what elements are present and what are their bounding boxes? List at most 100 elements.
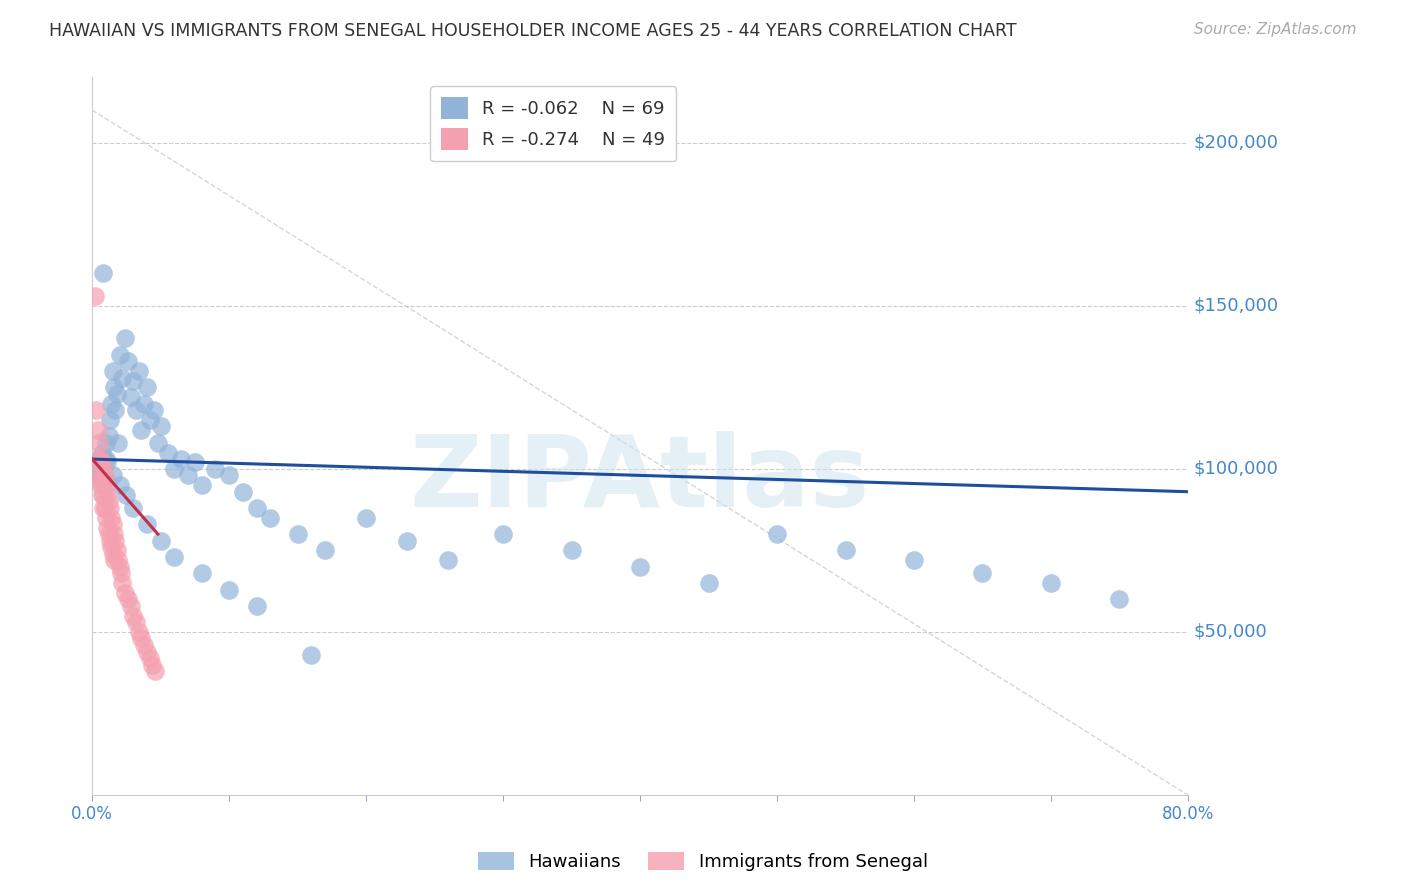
Point <box>110 566 132 581</box>
Point <box>86 423 108 437</box>
Text: Source: ZipAtlas.com: Source: ZipAtlas.com <box>1194 22 1357 37</box>
Point <box>89 472 111 486</box>
Point <box>98 413 121 427</box>
Point <box>94 510 117 524</box>
Point <box>141 657 163 672</box>
Point <box>103 553 125 567</box>
Point <box>111 576 134 591</box>
Point <box>90 445 112 459</box>
Point <box>94 435 117 450</box>
Point <box>93 472 115 486</box>
Point <box>91 462 114 476</box>
Point <box>93 468 115 483</box>
Legend: Hawaiians, Immigrants from Senegal: Hawaiians, Immigrants from Senegal <box>471 845 935 879</box>
Point <box>149 533 172 548</box>
Point <box>87 468 110 483</box>
Point <box>84 289 107 303</box>
Point <box>103 380 125 394</box>
Point <box>96 455 118 469</box>
Point <box>87 435 110 450</box>
Point <box>100 397 122 411</box>
Point <box>105 387 128 401</box>
Point <box>111 370 134 384</box>
Point <box>287 527 309 541</box>
Point <box>972 566 994 581</box>
Point <box>90 455 112 469</box>
Point <box>84 403 107 417</box>
Point <box>128 624 150 639</box>
Point <box>122 608 145 623</box>
Text: $50,000: $50,000 <box>1194 623 1267 641</box>
Point <box>143 664 166 678</box>
Point <box>204 462 226 476</box>
Point <box>628 559 651 574</box>
Point <box>136 517 159 532</box>
Point <box>100 510 122 524</box>
Point <box>117 354 139 368</box>
Point <box>107 435 129 450</box>
Point <box>86 452 108 467</box>
Point <box>87 468 110 483</box>
Point <box>103 527 125 541</box>
Point <box>117 592 139 607</box>
Point <box>91 266 114 280</box>
Point <box>96 520 118 534</box>
Point <box>170 452 193 467</box>
Point <box>314 543 336 558</box>
Point <box>101 468 124 483</box>
Point <box>89 452 111 467</box>
Point <box>122 501 145 516</box>
Point <box>101 364 124 378</box>
Point <box>89 452 111 467</box>
Point <box>354 510 377 524</box>
Point <box>138 413 160 427</box>
Point <box>149 419 172 434</box>
Point <box>136 644 159 658</box>
Point <box>115 488 138 502</box>
Point <box>93 501 115 516</box>
Point <box>561 543 583 558</box>
Point <box>108 348 131 362</box>
Legend: R = -0.062    N = 69, R = -0.274    N = 49: R = -0.062 N = 69, R = -0.274 N = 49 <box>430 87 676 161</box>
Point <box>96 488 118 502</box>
Point <box>190 566 212 581</box>
Point <box>766 527 789 541</box>
Point <box>396 533 419 548</box>
Text: $100,000: $100,000 <box>1194 460 1278 478</box>
Point <box>156 445 179 459</box>
Point <box>105 543 128 558</box>
Point <box>136 380 159 394</box>
Point <box>122 374 145 388</box>
Point <box>184 455 207 469</box>
Point <box>131 423 153 437</box>
Point <box>232 484 254 499</box>
Point <box>142 403 165 417</box>
Point <box>98 533 121 548</box>
Point <box>120 390 142 404</box>
Point <box>259 510 281 524</box>
Point <box>108 559 131 574</box>
Point <box>94 452 117 467</box>
Text: $200,000: $200,000 <box>1194 134 1278 152</box>
Point <box>218 582 240 597</box>
Point <box>97 429 120 443</box>
Point <box>134 638 156 652</box>
Point <box>138 651 160 665</box>
Point <box>697 576 720 591</box>
Point <box>104 533 127 548</box>
Point <box>245 599 267 613</box>
Point <box>1039 576 1062 591</box>
Point <box>100 540 122 554</box>
Point <box>101 547 124 561</box>
Point <box>190 478 212 492</box>
Point <box>107 553 129 567</box>
Point <box>492 527 515 541</box>
Point <box>125 615 148 630</box>
Point <box>98 501 121 516</box>
Point <box>1108 592 1130 607</box>
Point <box>97 527 120 541</box>
Point <box>245 501 267 516</box>
Point <box>94 478 117 492</box>
Point <box>114 586 136 600</box>
Point <box>114 331 136 345</box>
